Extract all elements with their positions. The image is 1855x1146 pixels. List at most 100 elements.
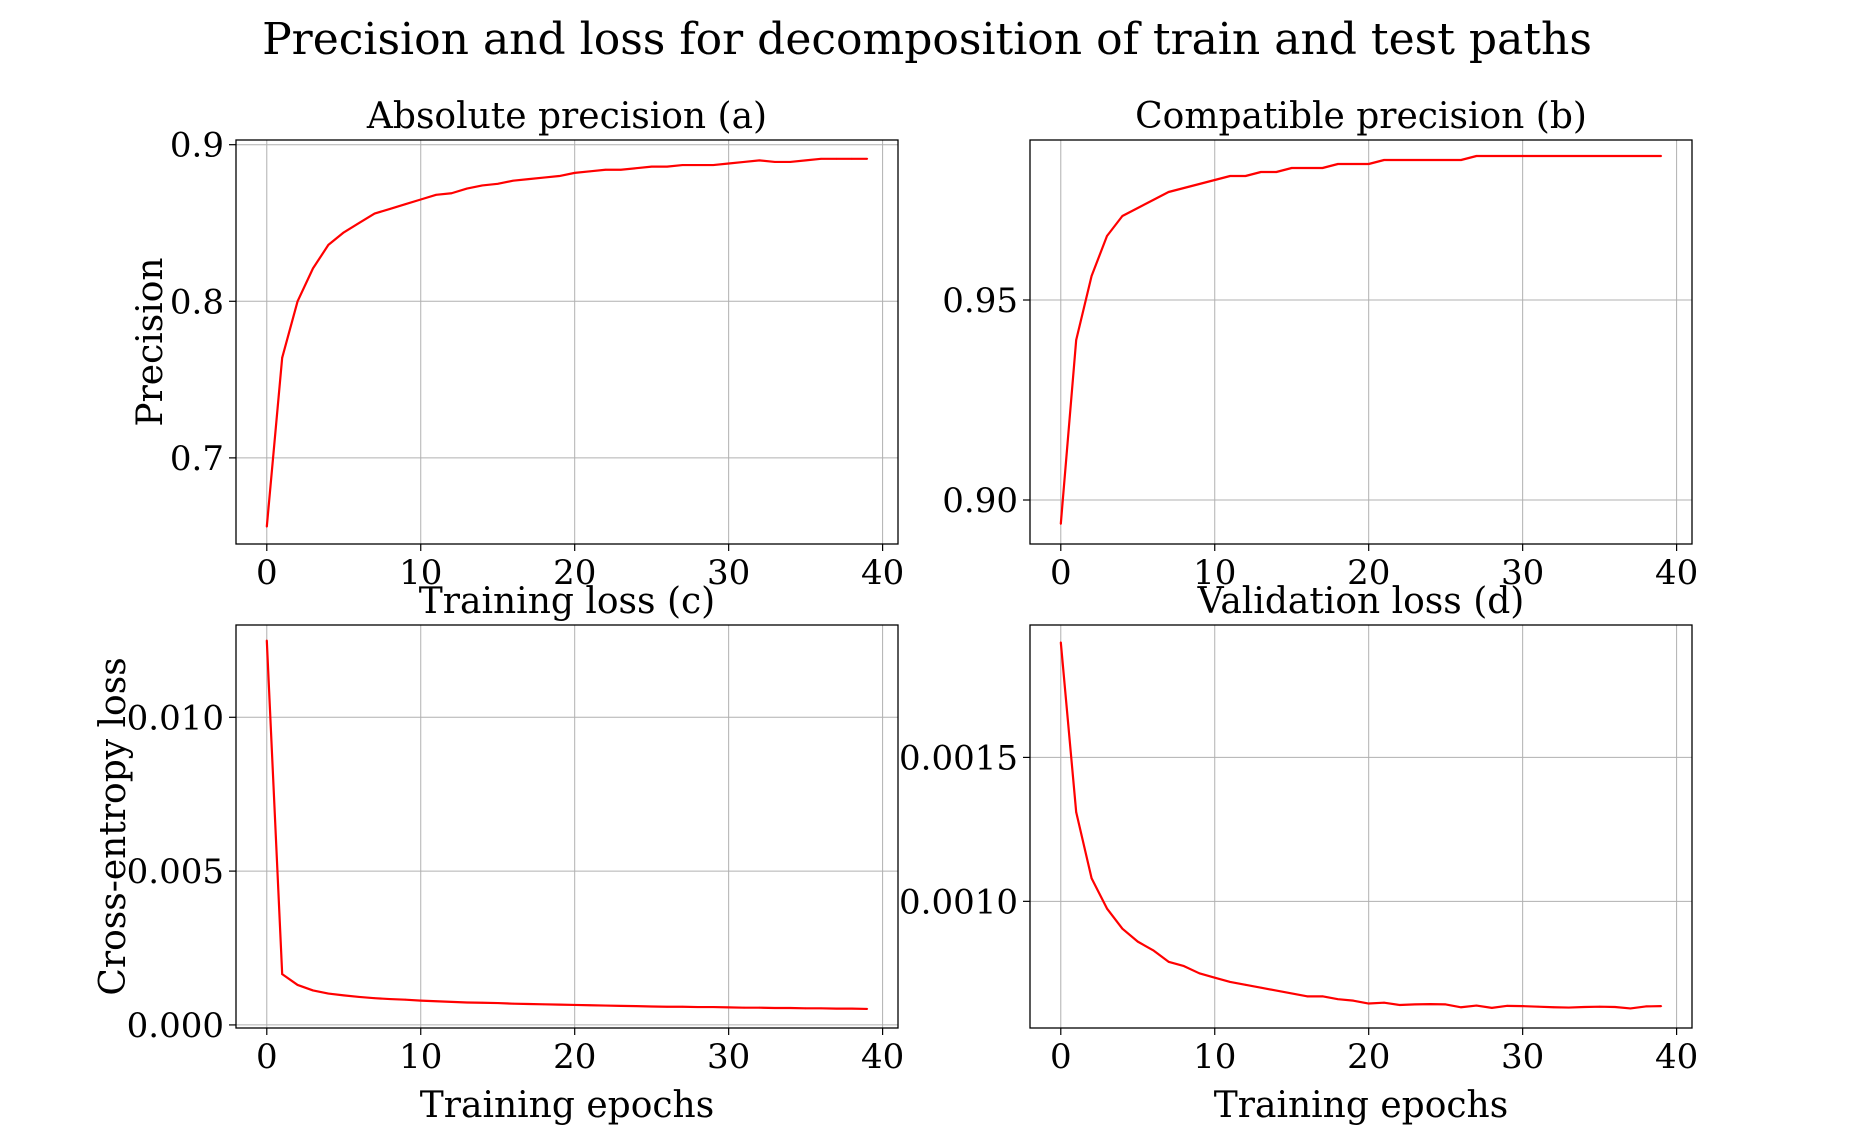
x-tick-label: 20 — [1347, 553, 1390, 593]
data-point — [1244, 175, 1247, 177]
data-point — [1506, 155, 1509, 157]
data-point — [404, 203, 407, 206]
data-point — [512, 1002, 515, 1005]
data-point — [1598, 1005, 1601, 1008]
data-point — [496, 1002, 499, 1004]
data-point — [281, 973, 284, 976]
data-point — [758, 1006, 761, 1009]
data-point — [1229, 175, 1232, 177]
data-point — [1106, 907, 1108, 910]
data-point — [1644, 1005, 1647, 1008]
x-tick-label: 10 — [399, 1037, 442, 1077]
data-point — [450, 1000, 453, 1003]
data-point — [604, 168, 607, 171]
data-point — [1152, 949, 1155, 952]
y-axis-label: Cross-entropy loss — [93, 657, 134, 995]
y-tick-label: 0.9 — [170, 126, 224, 166]
data-point — [681, 164, 684, 166]
data-point — [804, 1007, 807, 1010]
y-tick-label: 0.0010 — [899, 882, 1018, 922]
data-point — [327, 244, 330, 246]
axes-frame — [1029, 624, 1693, 1029]
data-point — [312, 267, 314, 270]
data-point — [589, 1004, 591, 1007]
data-point — [1106, 235, 1108, 237]
figure-suptitle: Precision and loss for decomposition of … — [262, 14, 1592, 65]
data-point — [1167, 191, 1170, 193]
data-point — [1398, 1004, 1401, 1006]
y-tick-label: 0.8 — [170, 282, 224, 322]
data-point — [727, 1006, 730, 1009]
data-point — [573, 171, 576, 174]
data-point — [1521, 1005, 1524, 1008]
data-point — [419, 198, 422, 201]
x-tick-label: 30 — [707, 1037, 750, 1077]
y-tick-label: 0.005 — [127, 852, 224, 892]
data-point — [1260, 986, 1262, 989]
data-point — [1167, 960, 1170, 963]
data-point — [850, 157, 853, 160]
y-tick-label: 0.90 — [942, 481, 1018, 521]
x-tick-label: 20 — [1347, 1037, 1390, 1077]
data-point — [1490, 155, 1493, 157]
data-point — [743, 1006, 745, 1009]
data-point — [281, 356, 284, 359]
data-point — [558, 175, 561, 177]
subplot-title: Compatible precision (b) — [1135, 96, 1587, 137]
data-point — [543, 1003, 545, 1006]
data-point — [1367, 163, 1370, 165]
data-point — [373, 212, 376, 215]
data-point — [1598, 155, 1601, 157]
axes-frame — [1029, 139, 1693, 545]
data-point — [1059, 523, 1062, 525]
data-point — [1244, 983, 1247, 986]
data-point — [835, 1007, 838, 1010]
y-axis-label: Precision — [130, 257, 171, 426]
data-point — [1075, 811, 1078, 814]
data-point — [1213, 976, 1216, 979]
data-point — [1059, 641, 1062, 644]
x-tick-label: 0 — [1050, 553, 1072, 593]
subplot-2: 0 10 20 30 40 0.90 0.95 Compatible precision (b… — [942, 96, 1698, 593]
data-point — [1352, 999, 1355, 1002]
data-point — [604, 1004, 607, 1007]
data-point — [389, 998, 391, 1000]
data-point — [1583, 1006, 1586, 1008]
data-point — [1413, 159, 1416, 161]
data-point — [1614, 155, 1616, 157]
x-tick-label: 30 — [1501, 1037, 1544, 1077]
y-tick-label: 0.0015 — [899, 738, 1018, 778]
data-point — [1383, 159, 1385, 161]
series-line-1 — [265, 157, 868, 527]
data-point — [712, 164, 715, 166]
data-point — [1306, 167, 1309, 169]
data-point — [619, 1004, 622, 1007]
data-point — [466, 187, 468, 190]
data-point — [1490, 1006, 1493, 1009]
data-point — [1275, 171, 1278, 173]
data-point — [635, 1005, 638, 1008]
data-point — [512, 179, 515, 182]
data-point — [1290, 167, 1293, 169]
data-point — [666, 1005, 668, 1008]
data-point — [358, 996, 361, 998]
data-point — [1660, 155, 1663, 157]
x-tick-label: 40 — [861, 1037, 904, 1077]
data-point — [435, 1000, 438, 1003]
data-point — [1552, 155, 1555, 157]
data-point — [835, 157, 838, 160]
data-point — [435, 193, 438, 196]
data-point — [265, 639, 268, 642]
data-point — [1460, 159, 1462, 161]
data-point — [481, 184, 484, 187]
data-point — [696, 1006, 699, 1008]
data-point — [1629, 155, 1632, 157]
data-point — [1413, 1003, 1416, 1006]
data-point — [1475, 1004, 1478, 1007]
data-point — [1090, 877, 1093, 880]
data-point — [589, 170, 591, 173]
axes-frame — [235, 139, 899, 545]
data-point — [1644, 155, 1647, 157]
data-point — [1337, 998, 1339, 1001]
